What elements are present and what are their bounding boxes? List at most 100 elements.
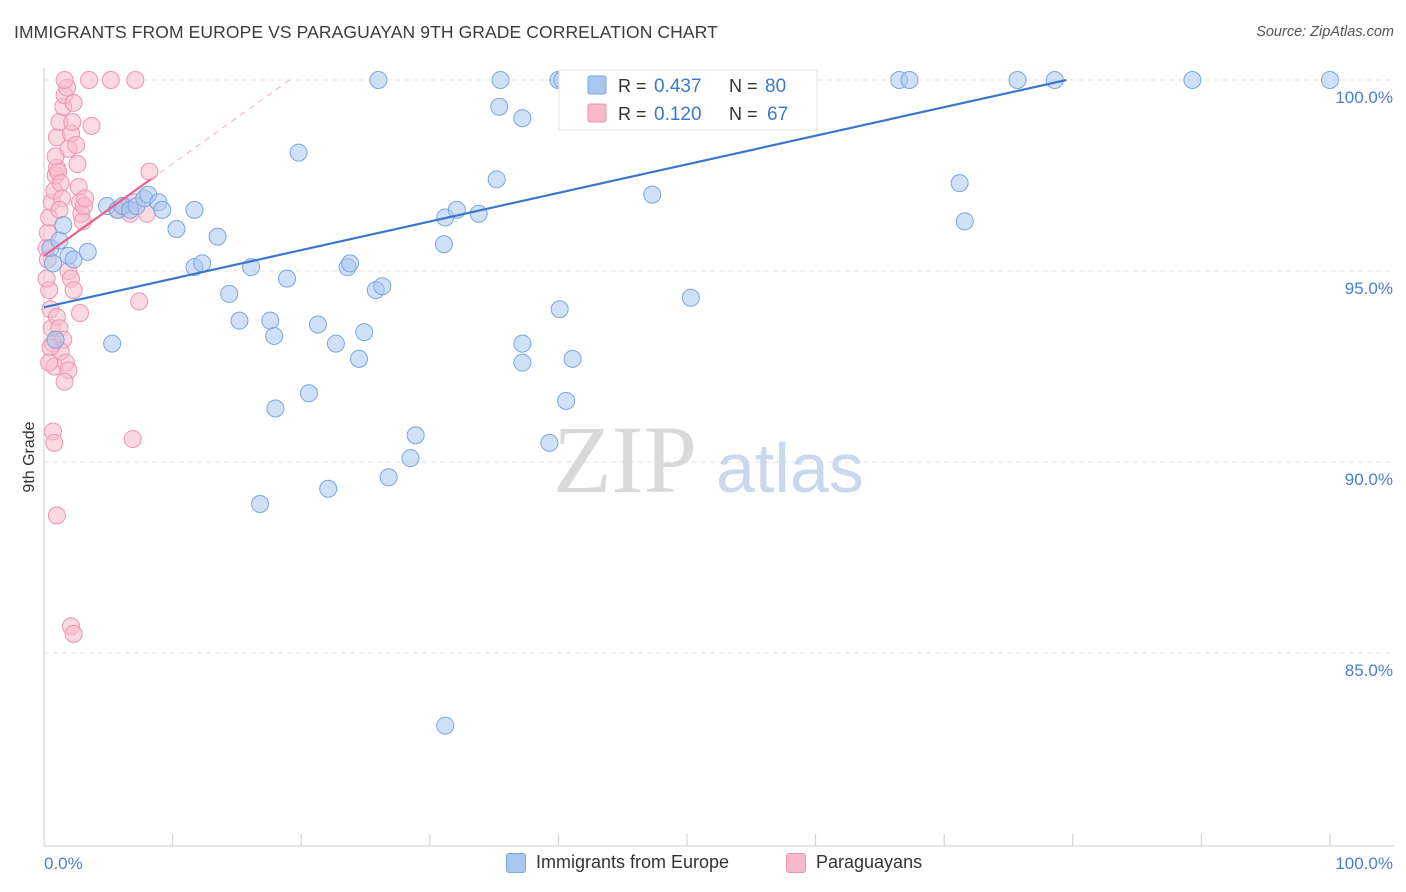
immigrants-from-europe-point: [44, 254, 63, 273]
stats-r-value: 0.437: [654, 76, 702, 97]
immigrants-from-europe-point: [469, 204, 488, 223]
x-tick-label-left: 0.0%: [44, 854, 83, 873]
immigrants-from-europe-point: [1321, 71, 1339, 89]
immigrants-from-europe-point: [436, 716, 455, 735]
stats-swatch-blue: [587, 75, 607, 95]
paraguayans-point: [64, 93, 83, 112]
immigrants-from-europe-point: [540, 433, 559, 452]
stats-n-label: N =: [729, 104, 763, 124]
stats-r-label: R =: [618, 104, 652, 124]
stats-n-value: 67: [767, 104, 788, 125]
immigrants-from-europe-point: [513, 353, 532, 372]
paraguayans-point: [37, 269, 56, 288]
paraguayans-point: [47, 506, 66, 525]
trend-line-paraguayans: [43, 178, 152, 257]
legend-label: Paraguayans: [816, 852, 923, 872]
immigrants-from-europe-point: [369, 71, 388, 89]
paraguayans-point: [51, 174, 70, 193]
immigrants-from-europe-point: [266, 399, 285, 418]
immigrants-from-europe-point: [208, 227, 227, 246]
immigrants-from-europe-point: [46, 330, 65, 349]
paraguayans-point: [123, 430, 142, 449]
immigrants-from-europe-point: [900, 71, 919, 89]
immigrants-from-europe-points: [41, 71, 1339, 735]
immigrants-from-europe-point: [487, 170, 506, 189]
immigrants-from-europe-point: [341, 254, 360, 273]
paraguayans-point: [63, 113, 82, 132]
immigrants-from-europe-point: [265, 326, 284, 345]
immigrants-from-europe-point: [54, 216, 73, 235]
trend-line-paraguayans-extension: [150, 79, 290, 180]
immigrants-from-europe-point: [350, 349, 369, 368]
immigrants-from-europe-point: [401, 449, 420, 468]
legend-swatch-pink: [786, 852, 806, 873]
immigrants-from-europe-point: [326, 334, 345, 353]
immigrants-from-europe-point: [513, 334, 532, 353]
chart-title: IMMIGRANTS FROM EUROPE VS PARAGUAYAN 9TH…: [14, 22, 718, 42]
immigrants-from-europe-point: [1183, 71, 1202, 89]
immigrants-from-europe-point: [185, 200, 204, 219]
y-tick-label: 90.0%: [1345, 470, 1393, 489]
paraguayans-point: [45, 433, 64, 452]
immigrants-from-europe-point: [78, 242, 97, 261]
y-tick-label: 95.0%: [1345, 279, 1393, 298]
immigrants-from-europe-point: [513, 109, 532, 128]
paraguayans-point: [55, 372, 74, 391]
immigrants-from-europe-point: [355, 323, 374, 342]
immigrants-from-europe-point: [379, 468, 398, 487]
paraguayans-point: [140, 162, 159, 181]
immigrants-from-europe-point: [193, 254, 212, 273]
y-axis-label: 9th Grade: [21, 421, 38, 492]
paraguayans-point: [64, 624, 83, 643]
immigrants-from-europe-point: [1008, 71, 1027, 89]
immigrants-from-europe-point: [1045, 71, 1064, 89]
watermark-zip: ZIP: [553, 406, 697, 513]
y-tick-label: 85.0%: [1345, 661, 1393, 680]
paraguayans-point: [76, 189, 95, 208]
paraguayans-point: [50, 200, 69, 219]
x-tick-label-right: 100.0%: [1335, 854, 1393, 873]
immigrants-from-europe-point: [406, 426, 425, 445]
paraguayans-point: [80, 71, 99, 89]
y-tick-label: 100.0%: [1335, 88, 1393, 107]
trend-lines: [43, 78, 1067, 309]
immigrants-from-europe-point: [550, 300, 569, 319]
y-axis-tick-labels: 100.0% 95.0% 90.0% 85.0%: [1335, 88, 1393, 680]
paraguayans-points: [37, 71, 159, 643]
immigrants-from-europe-point: [434, 235, 453, 254]
trend-line-immigrants-from-europe: [43, 78, 1067, 309]
immigrants-from-europe-point: [230, 311, 249, 330]
immigrants-from-europe-point: [491, 71, 510, 89]
stats-swatch-pink: [587, 103, 607, 123]
immigrants-from-europe-point: [299, 384, 318, 403]
legend-label: Immigrants from Europe: [536, 852, 730, 872]
legend-item-paraguayans[interactable]: Paraguayans: [786, 852, 922, 873]
paraguayans-point: [126, 71, 145, 89]
immigrants-from-europe-point: [950, 174, 969, 193]
immigrants-from-europe-point: [220, 284, 239, 303]
immigrants-from-europe-point: [557, 391, 576, 410]
stats-n-value: 80: [765, 76, 786, 97]
paraguayans-point: [71, 304, 90, 323]
stats-r-value: 0.120: [654, 104, 702, 125]
paraguayans-point: [130, 292, 149, 311]
paraguayans-point: [82, 116, 101, 135]
immigrants-from-europe-point: [251, 495, 270, 514]
immigrants-from-europe-point: [289, 143, 308, 162]
paraguayans-point: [55, 71, 74, 89]
immigrants-from-europe-point: [167, 219, 186, 238]
watermark: ZIP atlas: [553, 406, 864, 513]
legend-item-immigrants-from-europe[interactable]: Immigrants from Europe: [506, 852, 729, 873]
gridlines: [44, 79, 1394, 654]
immigrants-from-europe-point: [490, 97, 509, 116]
immigrants-from-europe-point: [955, 212, 974, 231]
immigrants-from-europe-point: [308, 315, 327, 334]
immigrants-from-europe-point: [319, 479, 338, 498]
immigrants-from-europe-point: [103, 334, 122, 353]
paraguayans-point: [67, 135, 86, 154]
series-legend: Immigrants from Europe Paraguayans: [0, 852, 1406, 878]
immigrants-from-europe-point: [643, 185, 662, 204]
stats-n-label: N =: [729, 76, 763, 96]
paraguayans-point: [68, 155, 87, 174]
